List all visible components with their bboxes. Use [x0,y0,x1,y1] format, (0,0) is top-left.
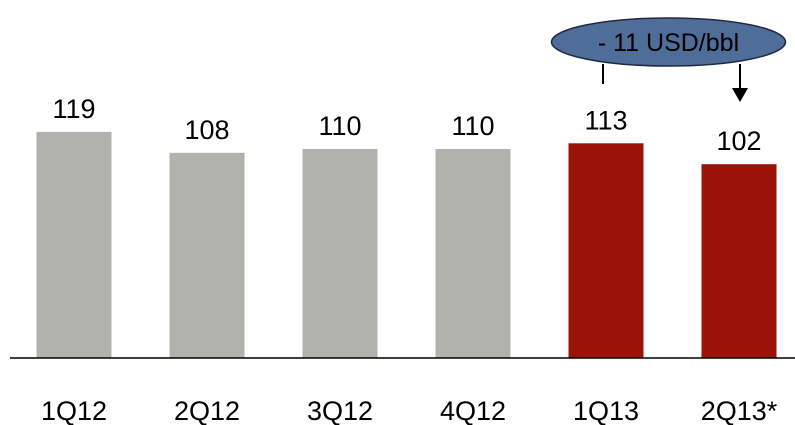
value-labels-group: 119 108 110 110 113 102 [52,94,761,156]
bar-2q13 [701,164,777,358]
value-label: 102 [716,126,761,156]
category-label: 1Q12 [41,396,107,425]
annotation-arrow-head [732,88,748,102]
value-label: 110 [451,111,494,141]
bar-4q12 [435,149,511,358]
value-label: 119 [52,94,95,124]
value-label: 108 [184,115,229,145]
annotation-text: - 11 USD/bbl [598,29,739,57]
value-label: 110 [318,111,361,141]
annotation-bubble [550,17,787,67]
category-label: 2Q13* [701,396,778,425]
bar-3q12 [302,149,378,358]
category-label: 2Q12 [174,396,240,425]
category-labels-group: 1Q12 2Q12 3Q12 4Q12 1Q13 2Q13* [41,396,778,425]
category-label: 1Q13 [573,396,639,425]
bar-2q12 [169,152,245,358]
value-label: 113 [584,105,627,135]
category-label: 4Q12 [440,396,506,425]
bars-group [36,131,777,358]
category-label: 3Q12 [307,396,373,425]
bar-1q12 [36,131,112,358]
bar-1q13 [568,143,644,358]
change-annotation: - 11 USD/bbl [550,17,787,102]
